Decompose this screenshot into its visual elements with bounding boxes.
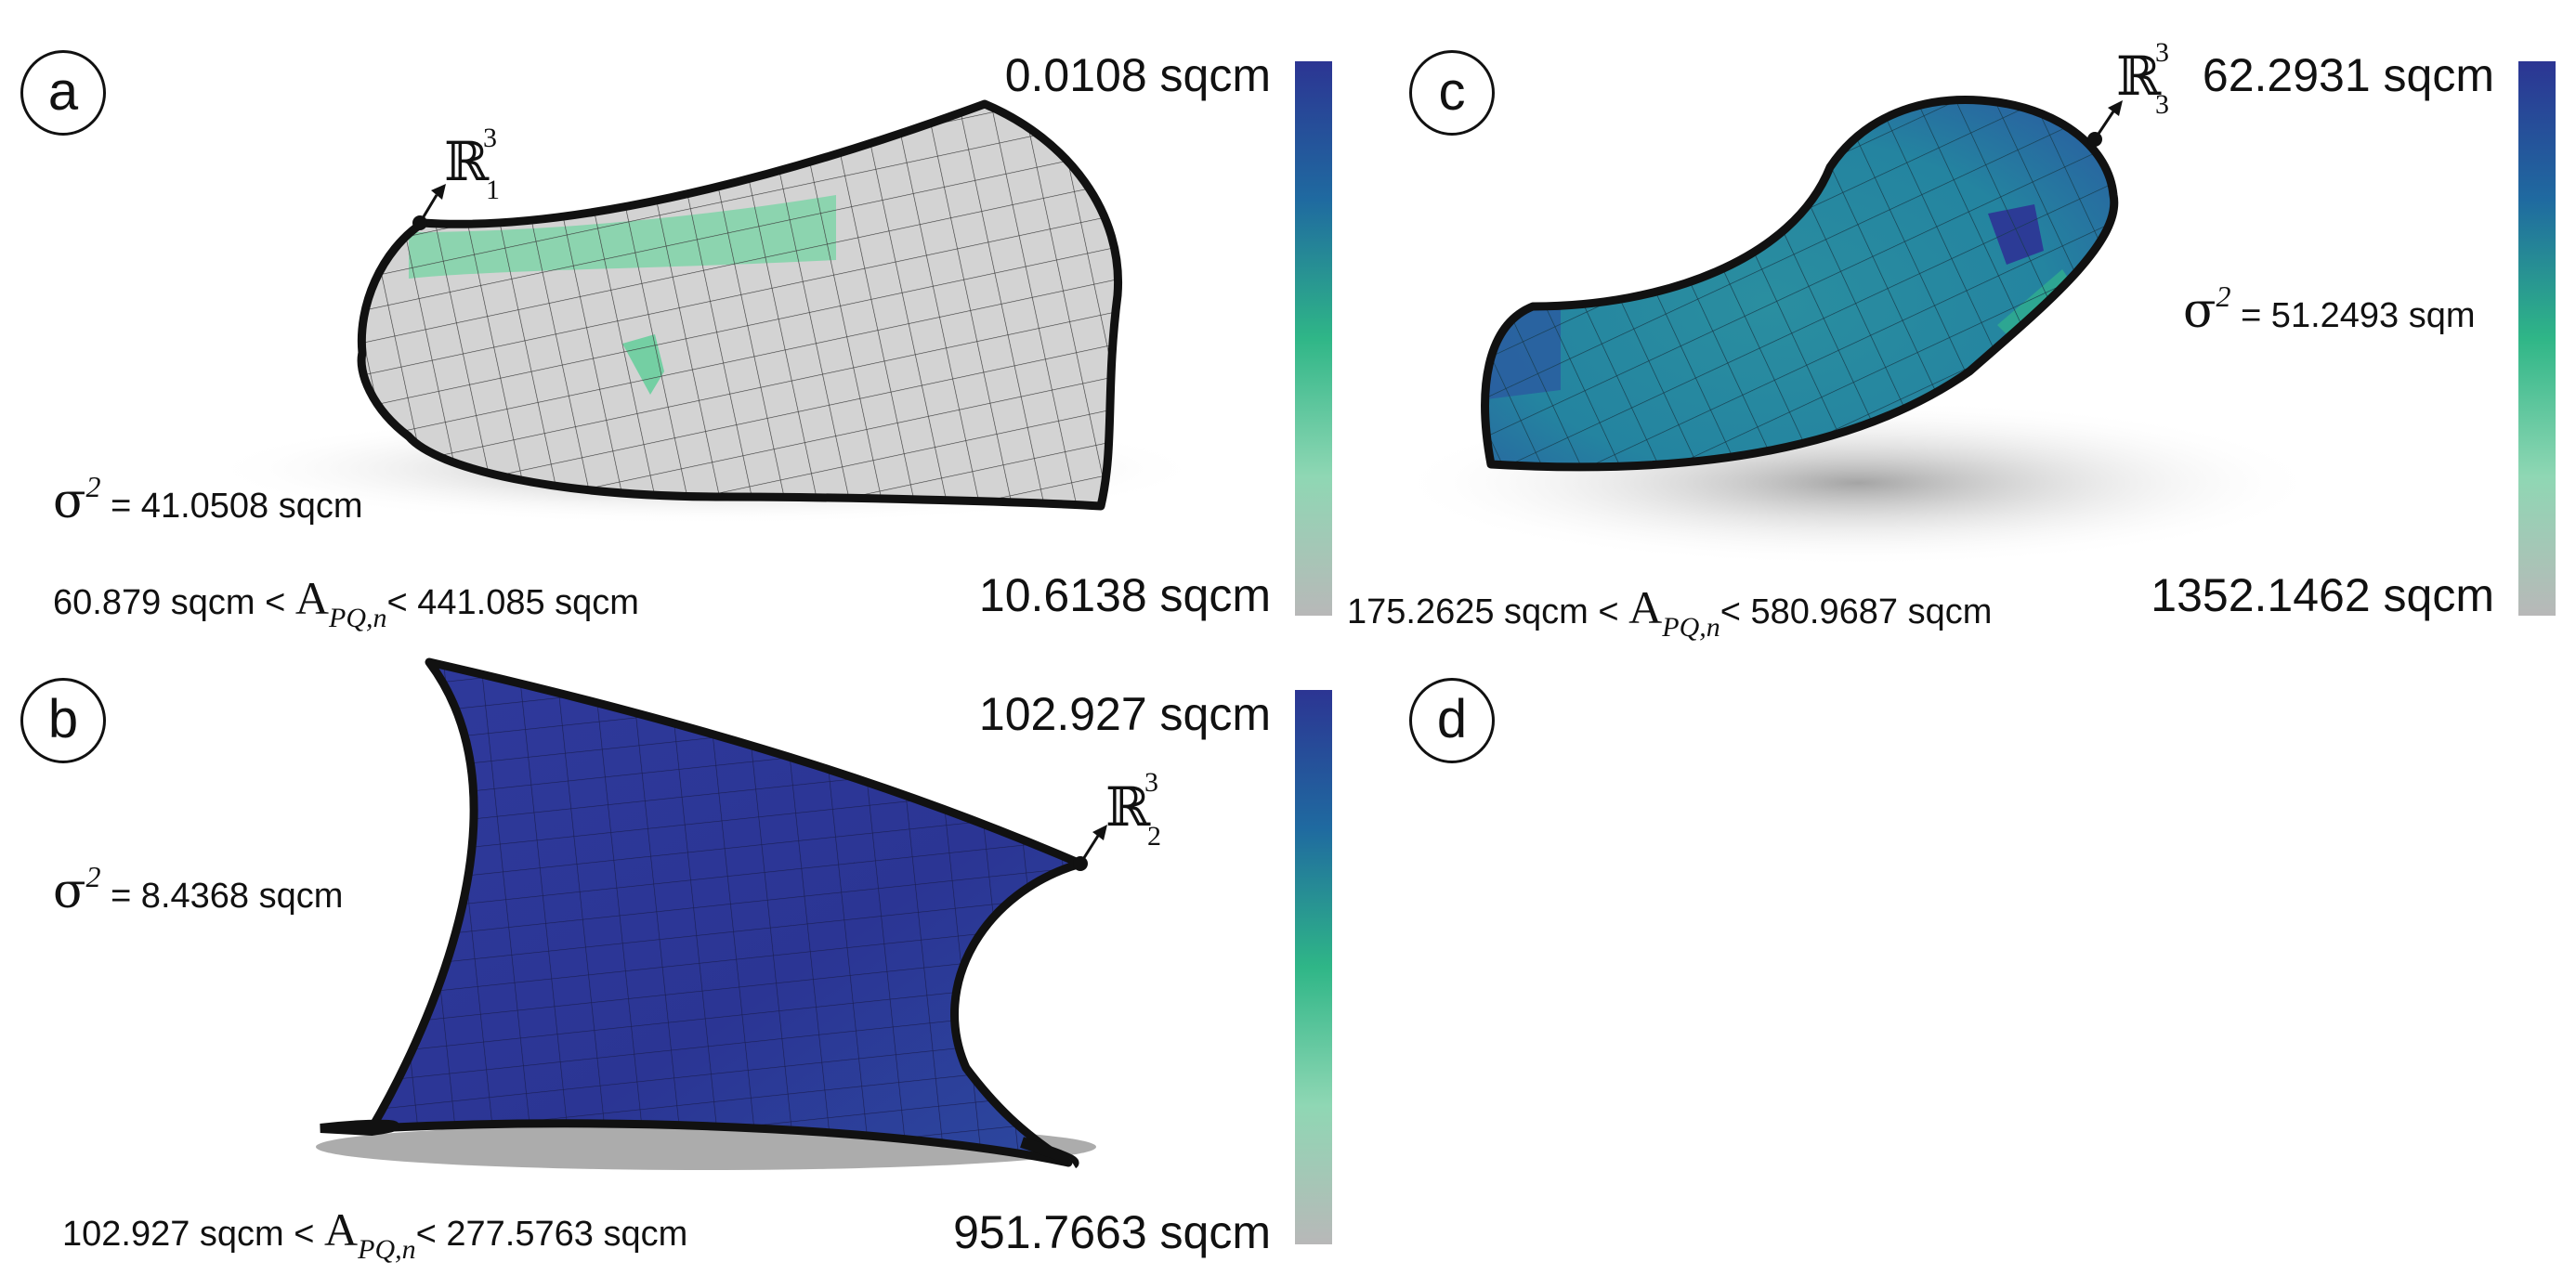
- panel-a-surface: [204, 99, 1208, 525]
- panel-a-max-label: 0.0108 sqcm: [1004, 49, 1271, 101]
- panel-c-variance: σ2 = 51.2493 sqm: [2183, 280, 2476, 339]
- panel-a-min-label: 10.6138 sqcm: [978, 569, 1271, 621]
- panel-c-point-symbol: ℝ: [2116, 45, 2162, 108]
- panel-b-min-label: 951.7663 sqcm: [953, 1206, 1271, 1258]
- panel-b-variance: σ2 = 8.4368 sqcm: [53, 860, 344, 919]
- panel-a-range: 60.879 sqcm < APQ,n< 441.085 sqcm: [53, 572, 639, 633]
- panel-b-range: 102.927 sqcm < APQ,n< 277.5763 sqcm: [62, 1203, 688, 1265]
- colorbar-b: [1295, 690, 1332, 1244]
- panel-d-letter: d: [1409, 678, 1495, 763]
- panel-b-max-label: 102.927 sqcm: [978, 688, 1271, 740]
- panel-a-variance: σ2 = 41.0508 sqcm: [53, 470, 363, 529]
- panel-b-point-sup: 3: [1144, 767, 1158, 798]
- panel-c-letter: c: [1409, 50, 1495, 136]
- panel-a-point-sup: 3: [483, 123, 497, 153]
- panel-b-point-symbol: ℝ: [1105, 775, 1151, 839]
- panel-b-letter: b: [20, 678, 106, 763]
- panel-c-range: 175.2625 sqcm < APQ,n< 580.9687 sqcm: [1347, 581, 1993, 643]
- panel-a-letter: a: [20, 50, 106, 136]
- panel-b-point-sub: 2: [1147, 821, 1161, 852]
- panel-c-max-label: 62.2931 sqcm: [2202, 49, 2494, 101]
- panel-c-point-sup: 3: [2155, 37, 2169, 68]
- panel-a-point-sub: 1: [486, 175, 500, 205]
- colorbar-c: [2518, 61, 2556, 616]
- panel-a-point-symbol: ℝ: [444, 130, 490, 193]
- colorbar-a: [1295, 61, 1332, 616]
- panel-c-point-sub: 3: [2155, 89, 2169, 120]
- panel-c-min-label: 1352.1462 sqcm: [2151, 569, 2494, 621]
